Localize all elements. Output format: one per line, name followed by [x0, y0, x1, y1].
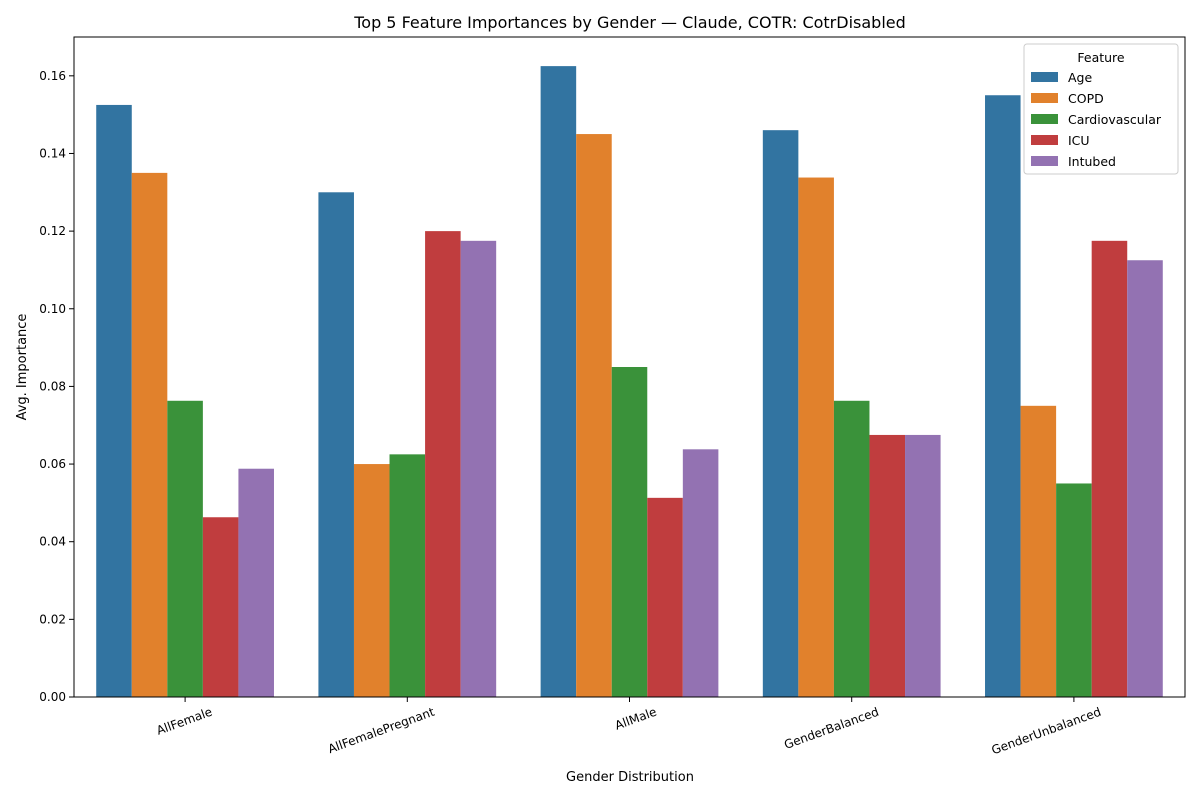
chart-title: Top 5 Feature Importances by Gender — Cl… — [353, 13, 906, 32]
bar-GenderUnbalanced-Intubed — [1127, 260, 1163, 697]
legend-label-Intubed: Intubed — [1068, 154, 1116, 169]
bar-GenderBalanced-Cardiovascular — [833, 400, 870, 697]
bar-GenderUnbalanced-Age — [985, 95, 1021, 698]
bar-AllFemalePregnant-ICU — [425, 231, 461, 697]
legend-swatch-Age — [1031, 72, 1058, 82]
bar-GenderBalanced-ICU — [869, 434, 906, 697]
legend-swatch-COPD — [1031, 93, 1058, 103]
legend-frame — [1023, 43, 1179, 175]
x-tick-label-GenderBalanced: GenderBalanced — [782, 705, 880, 752]
x-tick-label-AllFemalePregnant: AllFemalePregnant — [326, 705, 437, 757]
bar-AllFemale-Intubed — [238, 468, 274, 697]
legend-swatch-ICU — [1031, 135, 1058, 145]
legend: Feature Age COPD Cardiovascular ICU Intubed — [1023, 43, 1179, 175]
y-tick-label: 0.04 — [39, 535, 66, 549]
x-axis-label: Gender Distribution — [566, 770, 694, 785]
legend-swatch-Intubed — [1031, 156, 1058, 166]
bar-AllFemalePregnant-Intubed — [460, 240, 497, 697]
y-tick-label: 0.02 — [39, 612, 66, 626]
bars-group — [96, 66, 1163, 698]
bar-GenderBalanced-Age — [762, 130, 799, 697]
bar-AllMale-Cardiovascular — [611, 367, 648, 697]
legend-swatch-Cardiovascular — [1031, 114, 1058, 124]
bar-AllMale-COPD — [576, 134, 612, 697]
y-axis-label: Avg. Importance — [15, 314, 30, 421]
y-tick-label: 0.00 — [39, 690, 66, 704]
legend-label-COPD: COPD — [1068, 91, 1104, 106]
x-tick-label-GenderUnbalanced: GenderUnbalanced — [990, 705, 1103, 758]
bar-GenderUnbalanced-ICU — [1091, 240, 1128, 697]
bar-AllFemale-ICU — [202, 517, 239, 697]
bar-AllFemale-Cardiovascular — [167, 400, 203, 697]
y-tick-label: 0.10 — [39, 302, 66, 316]
y-axis: 0.00 0.02 0.04 0.06 0.08 0.10 0.12 0.14 0.16 — [39, 69, 74, 704]
legend-title: Feature — [1077, 50, 1125, 65]
bar-AllFemale-Age — [96, 104, 132, 697]
legend-label-Age: Age — [1068, 70, 1092, 85]
bar-GenderUnbalanced-COPD — [1020, 405, 1057, 697]
bar-AllFemalePregnant-COPD — [353, 464, 390, 697]
plot-frame — [73, 36, 1186, 698]
y-tick-label: 0.16 — [39, 69, 66, 83]
bar-AllFemalePregnant-Cardiovascular — [389, 454, 426, 697]
bar-AllFemalePregnant-Age — [318, 192, 354, 698]
bar-AllMale-Age — [540, 66, 577, 698]
bar-GenderBalanced-COPD — [798, 177, 834, 698]
y-tick-label: 0.06 — [39, 457, 66, 471]
bar-AllFemale-COPD — [131, 172, 168, 697]
bar-AllMale-ICU — [647, 497, 683, 697]
y-tick-label: 0.12 — [39, 224, 66, 238]
legend-label-Cardiovascular: Cardiovascular — [1068, 112, 1162, 127]
bar-GenderUnbalanced-Cardiovascular — [1056, 483, 1092, 697]
y-tick-label: 0.08 — [39, 379, 66, 393]
y-tick-label: 0.14 — [39, 146, 66, 160]
bar-AllMale-Intubed — [682, 449, 719, 697]
x-axis: AllFemale AllFemalePregnant AllMale GenderB… — [155, 697, 1103, 757]
legend-label-ICU: ICU — [1068, 133, 1090, 148]
x-tick-label-AllMale: AllMale — [613, 705, 658, 733]
bar-GenderBalanced-Intubed — [905, 434, 941, 697]
x-tick-label-AllFemale: AllFemale — [155, 705, 215, 738]
